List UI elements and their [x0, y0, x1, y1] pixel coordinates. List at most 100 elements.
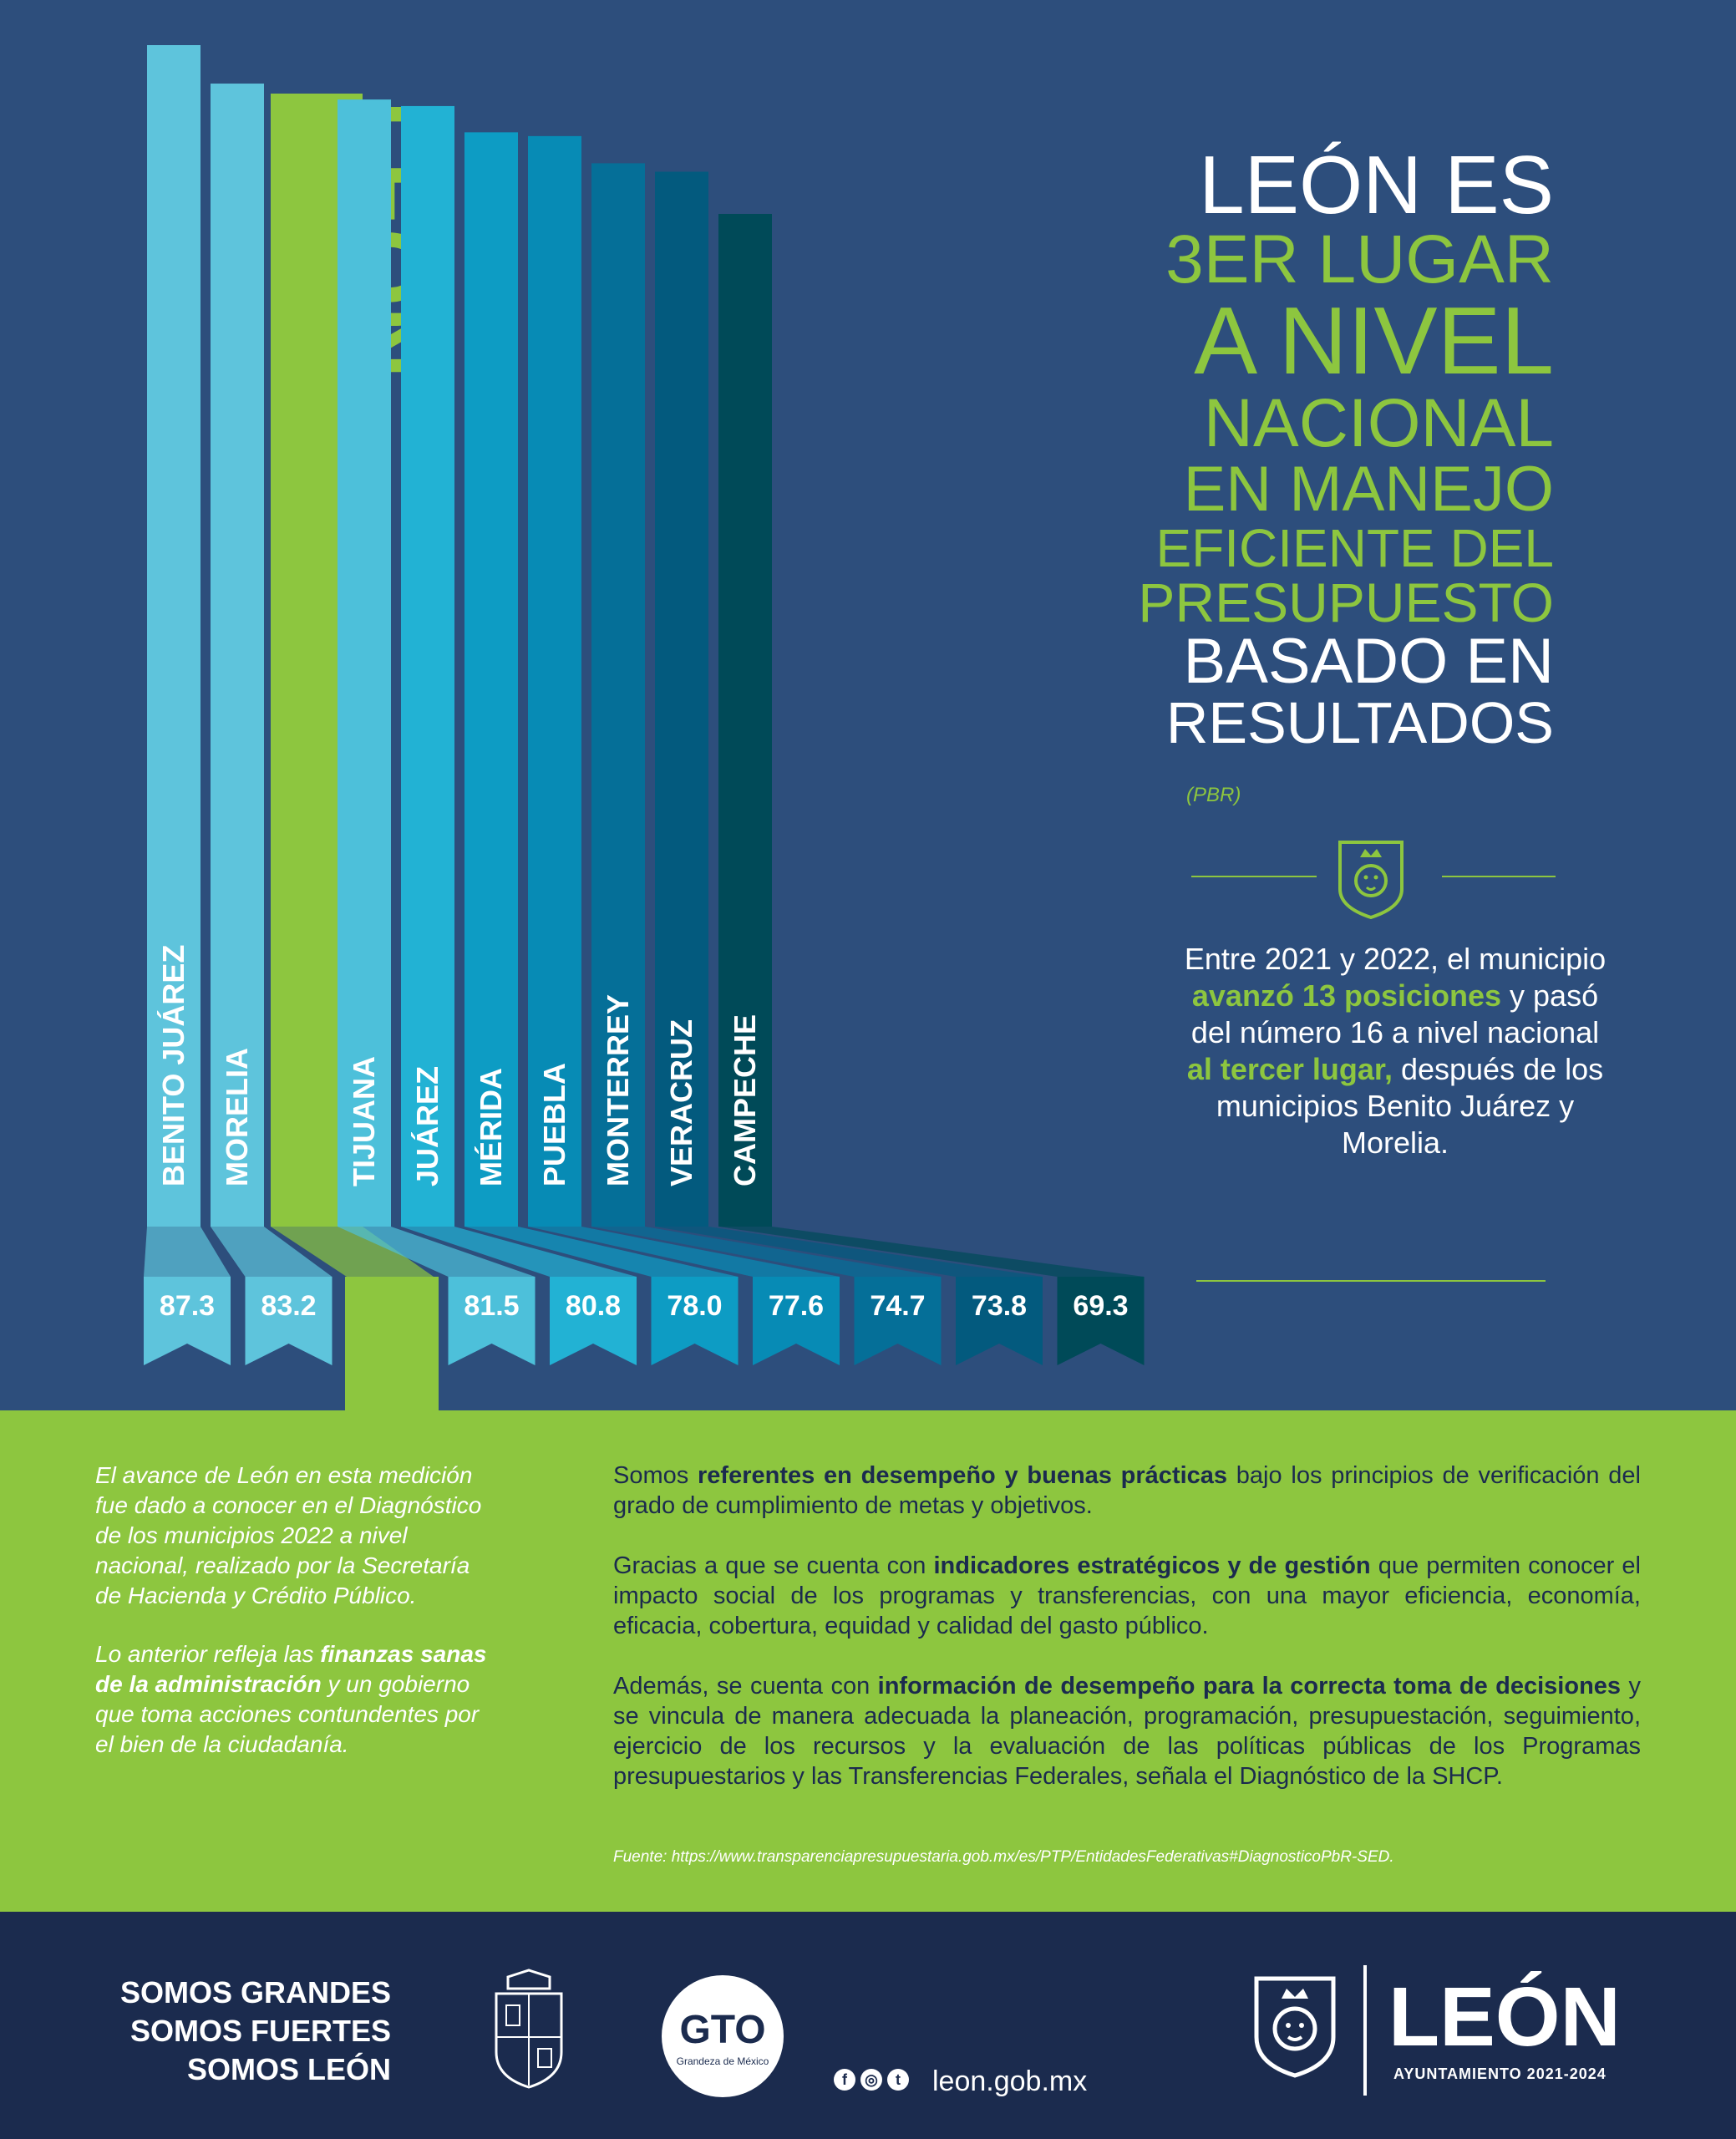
summary-highlight: avanzó 13 posiciones [1191, 978, 1502, 1013]
left-paragraph-2: Lo anterior refleja las finanzas sanas d… [95, 1639, 488, 1760]
twitter-icon[interactable]: t [887, 2069, 909, 2091]
value-ribbon [1057, 1277, 1145, 1365]
leon-logo-subtitle: AYUNTAMIENTO 2021-2024 [1393, 2065, 1607, 2082]
bar [464, 132, 518, 1227]
summary-part: Entre 2021 y 2022, el municipio [1184, 942, 1607, 976]
headline: LEÓN ES 3ER LUGAR A NIVEL NACIONAL EN MANEJO… [1036, 144, 1554, 752]
left-commentary: El avance de León en esta medición fue d… [95, 1461, 488, 1788]
text-part: Además, se cuenta con [613, 1673, 878, 1700]
divider-bottom [1196, 1280, 1546, 1282]
summary-highlight: al tercer lugar, [1186, 1052, 1393, 1086]
leon-lion-logo-icon [1254, 1976, 1336, 2078]
summary-part: después de los municipios Benito Juárez … [1216, 1052, 1604, 1160]
bar [591, 163, 645, 1227]
category-label: BENITO JUÁREZ [156, 945, 190, 1186]
pbr-note: (PBR) [1186, 784, 1241, 806]
category-label: MORELIA [220, 1048, 254, 1186]
bar-connector [338, 1227, 536, 1277]
facebook-icon[interactable]: f [834, 2069, 855, 2091]
info-panel [0, 1410, 1736, 1912]
value-ribbon [956, 1277, 1043, 1365]
gto-text: GTO [679, 2008, 766, 2052]
category-label: MONTERREY [601, 994, 635, 1186]
value-label: 87.3 [160, 1290, 215, 1322]
bar [401, 105, 454, 1227]
category-label: CAMPECHE [728, 1014, 762, 1186]
right-body: Somos referentes en desempeño y buenas p… [613, 1461, 1641, 1821]
right-paragraph-1: Somos referentes en desempeño y buenas p… [613, 1461, 1641, 1521]
leon-logo-word: LEÓN [1388, 1970, 1621, 2064]
footer [0, 1912, 1736, 2139]
bar-connector [144, 1227, 231, 1277]
headline-line: RESULTADOS [1165, 690, 1554, 755]
left-paragraph-1: El avance de León en esta medición fue d… [95, 1462, 482, 1608]
bar-connector [528, 1227, 840, 1277]
text-emphasis: información de desempeño para la correct… [877, 1673, 1622, 1700]
headline-line: PRESUPUESTO [1138, 572, 1554, 633]
bar-connector [591, 1227, 942, 1277]
website-link[interactable]: leon.gob.mx [932, 2065, 1088, 2097]
right-paragraph-2: Gracias a que se cuenta con indicadores … [613, 1551, 1641, 1641]
value-label: 83.2 [261, 1290, 316, 1322]
bar-connector [271, 1227, 434, 1277]
category-label: MÉRIDA [474, 1068, 508, 1186]
bar [147, 45, 201, 1227]
value-ribbon [550, 1277, 637, 1365]
bar-connector [718, 1227, 1145, 1277]
headline-line: LEÓN ES [1199, 139, 1554, 231]
gto-logo: GTO Grandeza de México [662, 1975, 784, 2097]
text-emphasis: indicadores estratégicos y de gestión [933, 1552, 1371, 1579]
headline-line: 3ER LUGAR [1165, 221, 1554, 297]
headline-line: BASADO EN [1183, 626, 1554, 697]
divider-right [1442, 876, 1556, 877]
logo-separator [1363, 1965, 1367, 2096]
right-paragraph-3: Además, se cuenta con información de des… [613, 1671, 1641, 1791]
text-part: bajo los principios de verificación del … [613, 1462, 1641, 1519]
headline-line: EN MANEJO [1183, 454, 1554, 525]
value-label: 77.6 [769, 1290, 824, 1322]
text-part: Somos [613, 1462, 698, 1489]
slogan-line: SOMOS FUERTES [129, 2014, 391, 2048]
bar [718, 214, 772, 1227]
lion-crest-icon [1338, 841, 1404, 919]
bar-connector [655, 1227, 1043, 1277]
bar-connector [211, 1227, 332, 1277]
text-part: Gracias a que se cuenta con [613, 1552, 934, 1579]
bar [211, 84, 264, 1227]
value-ribbon [651, 1277, 739, 1365]
text-part: y se vincula de manera adecuada la plane… [613, 1673, 1641, 1790]
value-label: 73.8 [972, 1290, 1027, 1322]
bar [528, 135, 581, 1227]
text-emphasis: referentes en desempeño y buenas práctic… [698, 1462, 1228, 1489]
headline-line: A NIVEL [1194, 288, 1554, 394]
category-label: JUÁREZ [410, 1066, 444, 1186]
source-note: Fuente: https://www.transparenciapresupu… [613, 1848, 1394, 1866]
value-label: 80.8 [566, 1290, 621, 1322]
slogan: SOMOS GRANDES SOMOS FUERTES SOMOS LEÓN [90, 1974, 391, 2089]
bar-connector [464, 1227, 739, 1277]
municipal-shield-icon [495, 1969, 563, 2089]
text-part: y un gobierno que toma acciones contunde… [95, 1671, 480, 1757]
headline-line: EFICIENTE DEL [1155, 518, 1554, 578]
instagram-icon[interactable]: ◎ [860, 2069, 882, 2091]
category-label: PUEBLA [537, 1063, 571, 1186]
value-label: 69.3 [1073, 1290, 1128, 1322]
value-label: 81.5 [464, 1290, 519, 1322]
category-label: VERACRUZ [664, 1019, 698, 1186]
bar-connector [401, 1227, 637, 1277]
bar [655, 171, 708, 1227]
text-part: Lo anterior refleja las [95, 1641, 321, 1667]
bar [338, 99, 391, 1227]
divider-left [1191, 876, 1317, 877]
text-emphasis: finanzas sanas de la administración [95, 1641, 487, 1697]
slogan-line: SOMOS GRANDES [119, 1975, 391, 2009]
gto-subtitle: Grandeza de México [676, 2055, 769, 2067]
slogan-line: SOMOS LEÓN [186, 2052, 391, 2086]
social-icons: f ◎ t [834, 2069, 909, 2091]
headline-line: NACIONAL [1203, 385, 1554, 461]
summary-text: Entre 2021 y 2022, el municipio avanzó 1… [1178, 941, 1612, 1161]
value-label: 78.0 [667, 1290, 722, 1322]
highlight-stem [345, 1277, 439, 1410]
value-ribbon [144, 1277, 231, 1365]
